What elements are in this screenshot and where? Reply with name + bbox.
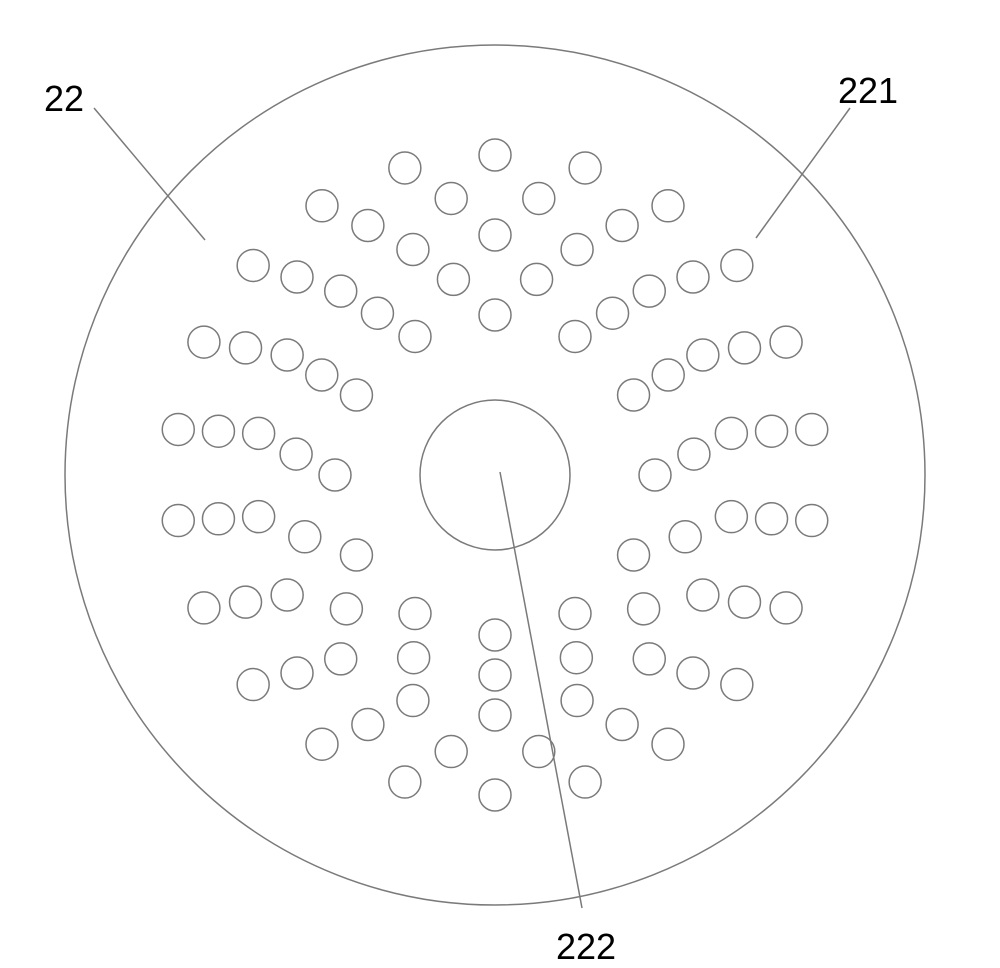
small-hole (479, 779, 511, 811)
small-hole (325, 275, 357, 307)
small-hole (399, 598, 431, 630)
small-hole (628, 593, 660, 625)
small-hole (202, 503, 234, 535)
callout-label: 222 (556, 926, 616, 968)
small-hole (306, 359, 338, 391)
small-hole (361, 297, 393, 329)
small-hole (243, 501, 275, 533)
small-hole (561, 233, 593, 265)
small-hole (202, 415, 234, 447)
small-hole (280, 438, 312, 470)
small-hole (289, 521, 321, 553)
small-hole (559, 598, 591, 630)
small-hole (677, 261, 709, 293)
diagram-canvas (0, 0, 1000, 961)
small-hole (162, 505, 194, 537)
small-hole (597, 297, 629, 329)
small-hole (560, 642, 592, 674)
small-hole (569, 766, 601, 798)
small-hole (188, 592, 220, 624)
small-hole (389, 766, 421, 798)
small-hole (652, 190, 684, 222)
small-hole (721, 249, 753, 281)
small-hole (389, 152, 421, 184)
small-hole (397, 685, 429, 717)
callout-label: 22 (44, 78, 84, 120)
small-hole (633, 643, 665, 675)
small-hole (437, 263, 469, 295)
small-hole (639, 459, 671, 491)
small-hole (237, 669, 269, 701)
small-hole (677, 657, 709, 689)
small-hole (479, 299, 511, 331)
small-hole (652, 359, 684, 391)
small-hole (435, 182, 467, 214)
small-hole (479, 139, 511, 171)
small-hole (330, 593, 362, 625)
small-hole (721, 669, 753, 701)
small-hole (230, 332, 262, 364)
small-hole (340, 539, 372, 571)
small-hole (188, 326, 220, 358)
small-hole (230, 586, 262, 618)
small-hole (618, 539, 650, 571)
small-hole (319, 459, 351, 491)
small-hole (435, 736, 467, 768)
small-hole (606, 210, 638, 242)
small-hole (728, 586, 760, 618)
small-hole (715, 501, 747, 533)
small-hole (715, 417, 747, 449)
small-hole (669, 521, 701, 553)
small-hole (399, 320, 431, 352)
outer-circle (65, 45, 925, 905)
small-hole (325, 643, 357, 675)
small-hole (352, 708, 384, 740)
callout-label: 221 (838, 70, 898, 112)
small-hole (606, 708, 638, 740)
small-hole (237, 249, 269, 281)
small-hole (271, 579, 303, 611)
small-hole (479, 619, 511, 651)
small-hole (569, 152, 601, 184)
small-hole (652, 728, 684, 760)
small-hole (306, 728, 338, 760)
small-hole (633, 275, 665, 307)
small-hole (561, 685, 593, 717)
small-hole (479, 699, 511, 731)
small-hole (352, 210, 384, 242)
small-hole (243, 417, 275, 449)
small-hole (398, 642, 430, 674)
small-hole (281, 261, 313, 293)
small-hole (479, 219, 511, 251)
center-hole (420, 400, 570, 550)
small-hole (770, 326, 802, 358)
small-hole (678, 438, 710, 470)
small-hole (523, 182, 555, 214)
small-hole (397, 233, 429, 265)
small-hole (618, 379, 650, 411)
small-hole (796, 413, 828, 445)
small-hole (728, 332, 760, 364)
small-hole (756, 503, 788, 535)
small-hole (479, 659, 511, 691)
small-hole (271, 339, 303, 371)
small-hole (306, 190, 338, 222)
small-hole (281, 657, 313, 689)
small-hole (162, 413, 194, 445)
small-hole (770, 592, 802, 624)
small-hole (687, 579, 719, 611)
small-hole (559, 320, 591, 352)
leader-line (500, 472, 582, 908)
small-hole (340, 379, 372, 411)
leader-line (756, 108, 850, 238)
small-hole (756, 415, 788, 447)
small-hole (521, 263, 553, 295)
small-hole (687, 339, 719, 371)
small-hole (796, 505, 828, 537)
